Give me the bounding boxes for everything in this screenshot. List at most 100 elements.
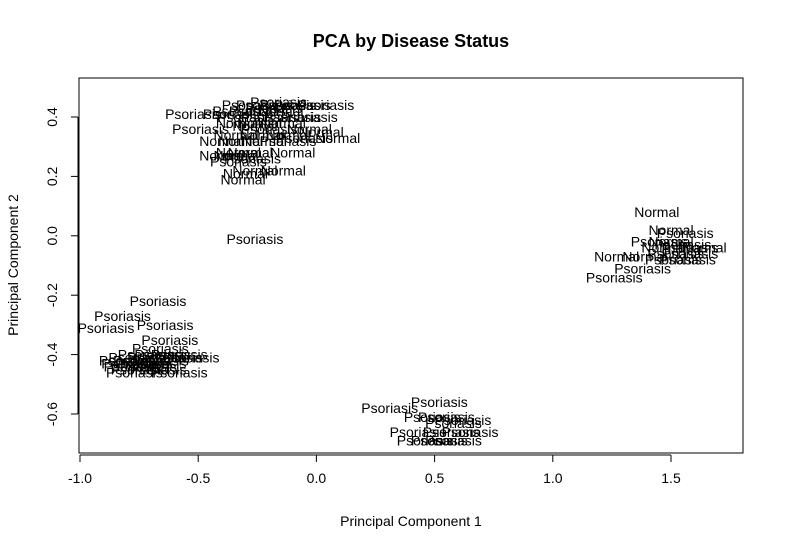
x-tick-label: 1.0 [543, 470, 563, 486]
data-point-label: Psoriasis [397, 433, 454, 449]
x-tick-label: 1.5 [661, 470, 681, 486]
data-point-label: Normal [242, 133, 287, 149]
data-point-label: Normal [239, 127, 284, 143]
x-tick-label: 0.0 [307, 470, 327, 486]
data-point-label: Psoriasis [141, 332, 198, 348]
data-point-label: Psoriasis [104, 358, 161, 374]
data-point-label: Normal [216, 145, 261, 161]
data-point-label: Psoriasis [132, 353, 189, 369]
data-point-label: Psoriasis [130, 356, 187, 372]
data-point-label: Normal [232, 162, 277, 178]
data-point-label: Normal [641, 240, 686, 256]
data-point-label: Psoriasis [203, 106, 260, 122]
data-point-label: Normal [622, 249, 667, 265]
data-point-label: Normal [258, 103, 303, 119]
data-point-label: Psoriasis [127, 350, 184, 366]
y-tick-label: -0.6 [44, 402, 60, 426]
data-point-label: Psoriasis [657, 225, 714, 241]
data-point-label: Normal [261, 162, 306, 178]
data-point-label: Psoriasis [241, 109, 298, 125]
data-point-label: Normal [682, 240, 727, 256]
data-point-label: Normal [232, 118, 277, 134]
data-point-label: Normal [221, 171, 266, 187]
data-point-label: Psoriasis [423, 424, 480, 440]
data-point-label: Psoriasis [134, 347, 191, 363]
data-point-label: Psoriasis [425, 433, 482, 449]
data-point-label: Psoriasis [165, 106, 222, 122]
data-point-label: Psoriasis [229, 103, 286, 119]
data-point-label: Psoriasis [212, 103, 269, 119]
data-point-label: Psoriasis [390, 424, 447, 440]
data-point-label: Psoriasis [99, 353, 156, 369]
data-point-label: Psoriasis [418, 409, 475, 425]
data-point-label: Psoriasis [210, 154, 267, 170]
data-point-label: Normal [199, 148, 244, 164]
data-point-label: Psoriasis [662, 246, 719, 262]
plot-frame [78, 77, 744, 454]
data-point-label: Psoriasis [425, 415, 482, 431]
data-point-label: Psoriasis [236, 97, 293, 113]
data-point-label: Psoriasis [281, 109, 338, 125]
data-point-label: Psoriasis [115, 356, 172, 372]
chart-title: PCA by Disease Status [313, 31, 509, 51]
x-axis: -1.0 -0.5 0.0 0.5 1.0 1.5 [68, 454, 681, 486]
data-point-label: Psoriasis [78, 320, 135, 336]
y-axis-label: Principal Component 2 [5, 194, 21, 336]
y-tick-label: -0.4 [44, 342, 60, 366]
data-point-label: Normal [213, 127, 258, 143]
data-point-label: Psoriasis [146, 350, 203, 366]
data-point-label: Psoriasis [94, 308, 151, 324]
data-point-label: Psoriasis [106, 364, 163, 380]
y-axis: -0.6 -0.4 -0.2 0.0 0.2 0.4 [44, 107, 79, 426]
data-point-label: Psoriasis [113, 353, 170, 369]
data-point-label: Psoriasis [260, 133, 317, 149]
data-point-label: Psoriasis [101, 356, 158, 372]
data-point-label: Normal [315, 130, 360, 146]
data-point-label: Normal [648, 234, 693, 250]
data-point-label: Psoriasis [647, 246, 704, 262]
data-point-label: Normal [223, 165, 268, 181]
data-point-label: Normal [237, 115, 282, 131]
data-point-label: Psoriasis [614, 260, 671, 276]
y-tick-label: 0.4 [44, 107, 60, 127]
data-point-label: Psoriasis [227, 231, 284, 247]
data-point-label: Psoriasis [404, 409, 461, 425]
data-point-label: Psoriasis [264, 109, 321, 125]
data-point-label: Normal [299, 124, 344, 140]
data-point-label: Psoriasis [631, 234, 688, 250]
data-point-label: Psoriasis [172, 121, 229, 137]
data-point-label: Psoriasis [151, 364, 208, 380]
data-point-label: Psoriasis [411, 433, 468, 449]
data-point-label: Psoriasis [241, 121, 298, 137]
data-point-label: Psoriasis [151, 347, 208, 363]
data-point-label: Psoriasis [276, 130, 333, 146]
data-point-label: Normal [228, 145, 273, 161]
data-point-label: Normal [261, 115, 306, 131]
data-point-label: Psoriasis [411, 394, 468, 410]
data-point-label: Psoriasis [130, 361, 187, 377]
data-point-label: Psoriasis [137, 317, 194, 333]
data-point-label: Normal [287, 121, 332, 137]
y-tick-label: 0.2 [44, 166, 60, 186]
data-point-label: Psoriasis [108, 350, 165, 366]
data-point-label: Normal [216, 115, 261, 131]
x-tick-label: -0.5 [186, 470, 210, 486]
data-point-label: Psoriasis [260, 97, 317, 113]
data-point-label: Normal [270, 145, 315, 161]
data-point-label: Psoriasis [245, 100, 302, 116]
data-point-label: Normal [213, 148, 258, 164]
data-point-label: Psoriasis [297, 97, 354, 113]
data-point-label: Psoriasis [224, 151, 281, 167]
y-tick-label: 0.0 [44, 226, 60, 246]
data-point-label: Normal [265, 127, 310, 143]
data-point-label: Psoriasis [442, 424, 499, 440]
point-labels: PsoriasisPsoriasisPsoriasisPsoriasisPsor… [78, 94, 727, 449]
data-point-label: Psoriasis [274, 97, 331, 113]
data-point-label: Normal [199, 133, 244, 149]
data-point-label: Psoriasis [645, 252, 702, 268]
data-point-label: Normal [218, 133, 263, 149]
data-point-label: Normal [594, 249, 639, 265]
data-point-label: Normal [648, 222, 693, 238]
